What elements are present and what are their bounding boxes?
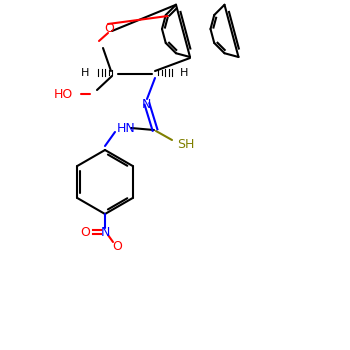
Text: O: O [104,21,114,35]
Text: H: H [80,68,89,78]
Text: H: H [180,68,188,78]
Text: O: O [80,225,90,238]
Text: HN: HN [117,121,136,134]
Text: N: N [141,98,151,111]
Text: HO: HO [54,88,73,100]
Text: O: O [112,239,122,252]
Text: N: N [100,225,110,238]
Text: SH: SH [177,138,194,150]
